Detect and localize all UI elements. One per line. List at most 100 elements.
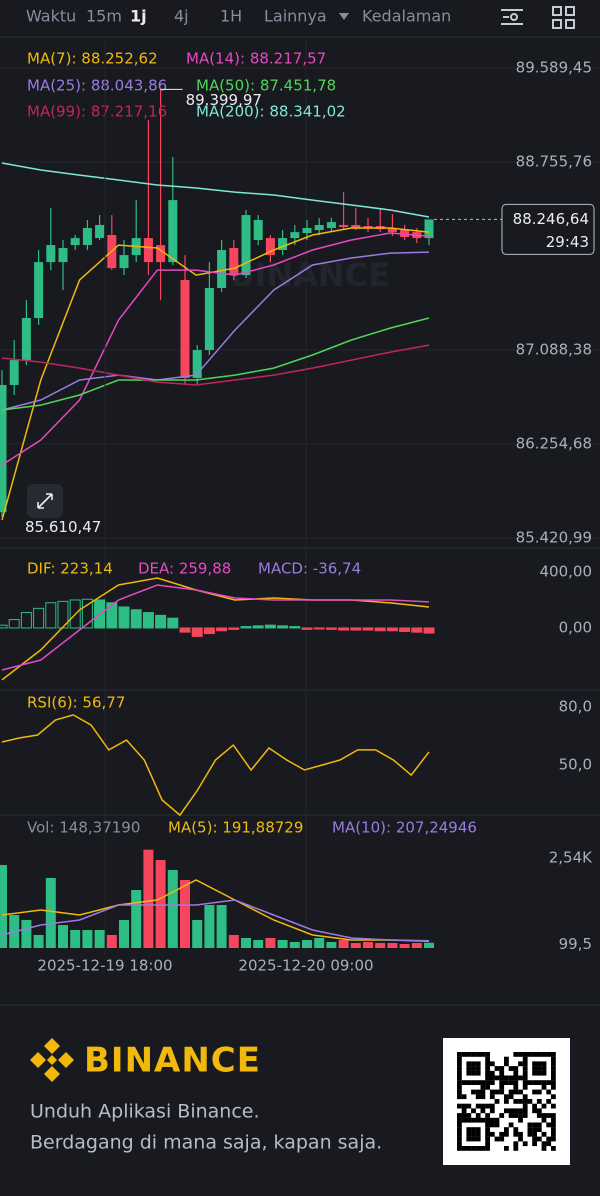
tab[interactable]: 4j (174, 7, 189, 26)
legend-entry: MA(99): 87.217,16 (27, 103, 167, 121)
qr-module (471, 1080, 476, 1085)
qr-module (485, 1084, 490, 1090)
qr-module (485, 1141, 490, 1147)
qr-module (551, 1056, 556, 1062)
qr-module (522, 1052, 528, 1057)
qr-module (480, 1052, 486, 1057)
qr-module (518, 1061, 523, 1067)
histogram-bar (362, 627, 374, 631)
qr-module (480, 1146, 486, 1151)
tab[interactable]: 1H (220, 7, 242, 26)
qr-module (541, 1113, 547, 1118)
qr-module (546, 1089, 552, 1095)
volume-bar (253, 940, 264, 948)
qr-module (471, 1066, 476, 1071)
qr-module (485, 1070, 490, 1076)
high-annotation: 89.399,97 (186, 91, 262, 109)
qr-module (551, 1075, 556, 1081)
histogram-bar (20, 612, 32, 629)
volume-bar (143, 849, 154, 948)
tab-active[interactable]: 1j (130, 7, 147, 26)
qr-module (457, 1094, 462, 1100)
qr-module (489, 1131, 495, 1137)
expand-icon[interactable] (27, 484, 63, 518)
qr-module (536, 1066, 542, 1071)
candle-body (204, 288, 214, 351)
candle-body (168, 200, 178, 263)
qr-module (532, 1061, 537, 1067)
tab[interactable]: Kedalaman (362, 7, 451, 26)
candle-body (363, 226, 373, 229)
histogram-bar (411, 627, 423, 633)
qr-module (471, 1117, 476, 1123)
histogram-bar (106, 602, 118, 629)
qr-module (541, 1052, 547, 1057)
x-tick-label: 2025-12-19 18:00 (37, 957, 172, 975)
qr-module (499, 1075, 505, 1081)
qr-module (508, 1122, 514, 1128)
qr-module (461, 1113, 467, 1118)
qr-module (541, 1070, 547, 1076)
qr-module (471, 1127, 476, 1132)
indicator-line (1, 232, 430, 466)
settings-icon[interactable] (501, 9, 523, 25)
y-tick-label: 88.755,76 (516, 152, 592, 170)
charts: 2025-12-20 09:00 89.589,45 88.755,76 87.088… (0, 40, 600, 975)
qr-module (527, 1052, 533, 1057)
qr-module (532, 1052, 537, 1057)
logo-part (44, 1066, 60, 1082)
qr-module (466, 1146, 472, 1151)
y-tick-label: 2,54K (549, 849, 593, 867)
qr-module (551, 1070, 556, 1076)
qr-module (551, 1066, 556, 1071)
candle-body (70, 238, 80, 246)
volume-bar (33, 934, 44, 948)
qr-module (457, 1066, 462, 1071)
candle-body (21, 318, 31, 361)
countdown: 29:43 (546, 233, 589, 251)
qr-module (536, 1136, 542, 1142)
volume-bar (192, 919, 203, 948)
tab[interactable]: 15m (86, 7, 122, 26)
qr-module (546, 1080, 552, 1085)
layout-icon[interactable] (552, 6, 575, 29)
qr-module (471, 1146, 476, 1151)
y-tick-label: 50,0 (559, 756, 592, 774)
qr-module (551, 1113, 556, 1118)
qr-module (551, 1136, 556, 1142)
qr-module (457, 1141, 462, 1147)
qr-module (522, 1056, 528, 1062)
qr-module (475, 1127, 481, 1132)
legend-entry: RSI(6): 56,77 (27, 694, 125, 712)
indicator-line (1, 251, 430, 411)
tab[interactable]: Lainnya (264, 7, 327, 26)
qr-module (522, 1113, 528, 1118)
qr-module (485, 1127, 490, 1132)
candle-body (0, 384, 7, 513)
qr-module (522, 1080, 528, 1085)
qr-module (475, 1131, 481, 1137)
qr-module (551, 1052, 556, 1057)
qr-module (546, 1113, 552, 1118)
volume-bar (216, 905, 227, 948)
qr-module (466, 1052, 472, 1057)
histogram-bar (191, 627, 203, 637)
qr-module (532, 1108, 537, 1114)
volume-bar (399, 944, 410, 948)
qr-module (480, 1080, 486, 1085)
qr-module (508, 1066, 514, 1071)
qr-module (461, 1080, 467, 1085)
qr-module (536, 1099, 542, 1104)
qr-module (466, 1066, 472, 1071)
histogram-bar (289, 626, 301, 629)
qr-module (480, 1117, 486, 1123)
histogram-bar (264, 624, 276, 629)
candle-body (278, 238, 288, 251)
qr-module (504, 1131, 509, 1137)
histogram-bar (338, 627, 350, 631)
qr-module (536, 1108, 542, 1114)
qr-module (475, 1061, 481, 1067)
qr-module (527, 1131, 533, 1137)
qr-module (546, 1136, 552, 1142)
y-tick-label: 85.420,99 (516, 529, 592, 547)
